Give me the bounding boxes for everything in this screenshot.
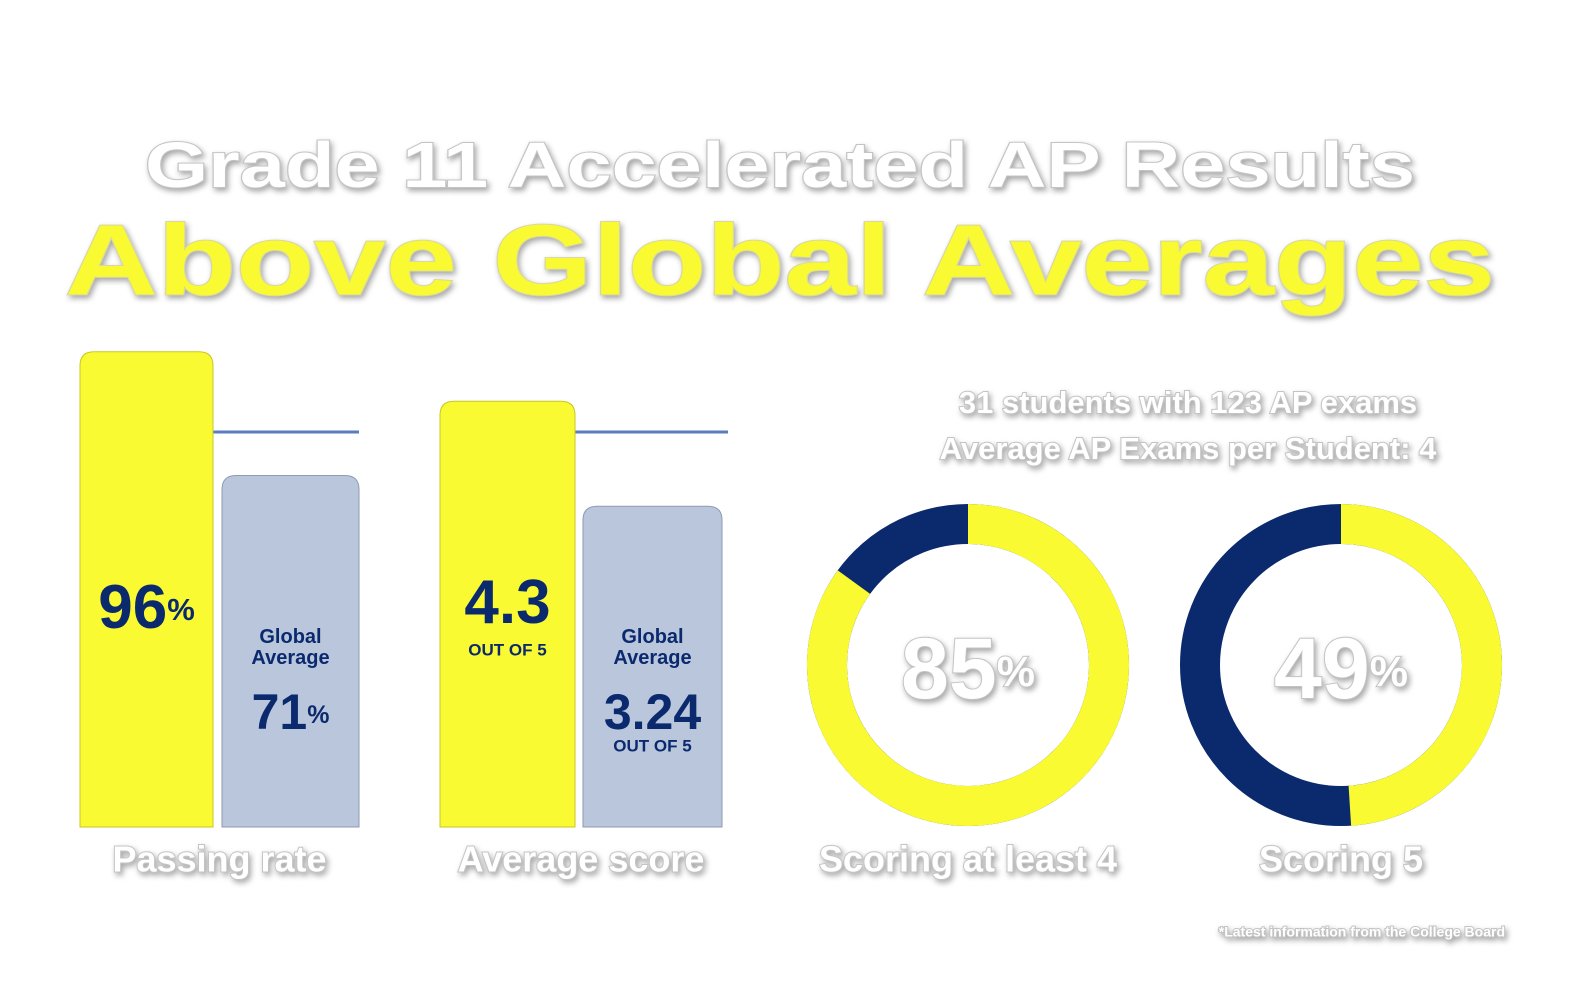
note: Average AP Exams per Student: 4 — [940, 431, 1438, 466]
value-note: OUT OF 5 — [613, 736, 691, 755]
x-label: Scoring 5 — [1259, 839, 1423, 880]
bar — [79, 351, 214, 828]
value-label: 49% — [1274, 621, 1408, 717]
value: 49 — [1274, 621, 1370, 717]
x-label: Scoring at least 4 — [819, 839, 1117, 880]
value: 71 — [252, 684, 308, 740]
x-label: Average score — [458, 839, 705, 880]
value-label: 4.3 — [464, 568, 550, 637]
value: 85 — [901, 621, 997, 717]
title: Grade 11 Accelerated AP Results — [145, 129, 1415, 201]
value: 4.3 — [464, 568, 550, 637]
unit: % — [307, 701, 329, 729]
note: 31 students with 123 AP exams — [959, 385, 1417, 420]
value-label: 85% — [901, 621, 1035, 717]
x-label: Passing rate — [112, 839, 326, 880]
unit: % — [997, 648, 1035, 696]
value-note: OUT OF 5 — [468, 640, 546, 659]
value-label: 71% — [252, 684, 330, 740]
bar — [582, 505, 723, 828]
bar — [221, 475, 360, 828]
donut-arc — [1340, 504, 1502, 826]
value-label: 3.24 — [604, 684, 702, 740]
value-label: 96% — [98, 573, 195, 642]
category-label: Global Average — [613, 626, 692, 669]
value: 96 — [98, 573, 167, 642]
unit: % — [167, 592, 195, 627]
value: 3.24 — [604, 684, 702, 740]
subtitle: Above Global Averages — [65, 204, 1495, 316]
bar — [439, 400, 576, 828]
footnote: *Latest information from the College Boa… — [1219, 924, 1505, 940]
unit: % — [1370, 648, 1408, 696]
category-label: Global Average — [251, 626, 330, 669]
donut-arc — [807, 504, 1129, 826]
